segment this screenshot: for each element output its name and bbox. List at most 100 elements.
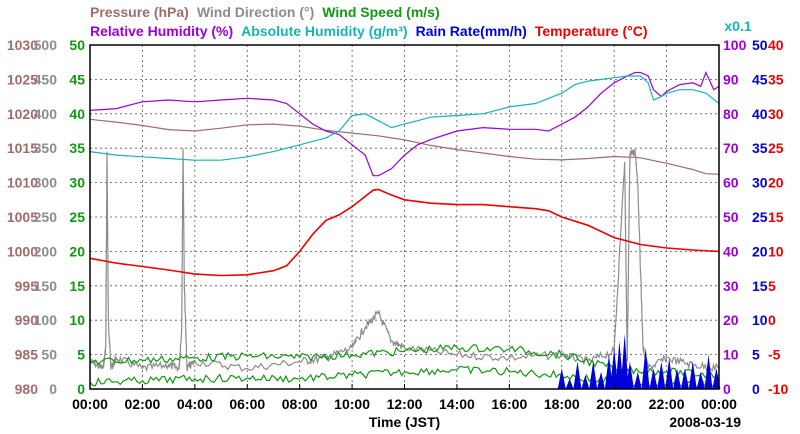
rh-tick-label: 10 (723, 347, 739, 363)
wdir-tick-label: 200 (34, 243, 58, 259)
x-axis-label: Time (JST) (369, 414, 440, 430)
temp-tick-label: 35 (768, 71, 784, 87)
temp-tick-label: -5 (768, 347, 781, 363)
wspd-tick-label: 0 (77, 381, 85, 397)
wspd-tick-label: 50 (69, 37, 85, 53)
x-tick-label: 12:00 (387, 396, 423, 412)
x-tick-label: 00:00 (72, 396, 108, 412)
y-axes: 9809859909951000100510101015102010251030… (7, 37, 789, 397)
wdir-tick-label: 450 (34, 71, 58, 87)
rain-tick-label: 5 (752, 347, 760, 363)
rh-tick-label: 100 (723, 37, 747, 53)
rain-tick-label: 15 (752, 278, 768, 294)
wspd-tick-label: 20 (69, 243, 85, 259)
rain-bar (604, 354, 613, 389)
legend-wdir: Wind Direction (°) (197, 4, 314, 20)
legend-temp: Temperature (°C) (535, 23, 648, 39)
rain-bar (688, 361, 697, 389)
rain-bar (641, 347, 650, 389)
rain-bar (696, 371, 705, 389)
series-rh (89, 70, 720, 177)
temp-tick-label: 0 (768, 312, 776, 328)
rain-tick-label: 45 (752, 71, 768, 87)
date-label: 2008-03-19 (669, 414, 741, 430)
series-wdir (89, 148, 720, 373)
wspd-tick-label: 25 (69, 209, 85, 225)
wspd-tick-label: 35 (69, 140, 85, 156)
rain-bar (680, 368, 689, 389)
x-tick-label: 02:00 (125, 396, 161, 412)
rain-bar (581, 375, 590, 389)
series-temp (89, 188, 720, 277)
x-tick-label: 08:00 (282, 396, 318, 412)
rain-bar (665, 358, 674, 389)
pressure-tick-label: 1030 (7, 37, 38, 53)
rh-tick-label: 70 (723, 140, 739, 156)
rh-tick-label: 30 (723, 278, 739, 294)
pressure-tick-label: 985 (15, 347, 39, 363)
rh-tick-label: 90 (723, 71, 739, 87)
rain-tick-label: 10 (752, 312, 768, 328)
x-tick-label: 18:00 (544, 396, 580, 412)
wdir-tick-label: 500 (34, 37, 58, 53)
x-tick-label: 06:00 (229, 396, 265, 412)
rain-bar (657, 361, 666, 389)
rain-bar (557, 368, 566, 389)
wspd-tick-label: 10 (69, 312, 85, 328)
pressure-tick-label: 1010 (7, 175, 38, 191)
wdir-tick-label: 400 (34, 106, 58, 122)
rain-tick-label: 0 (752, 381, 760, 397)
wspd-tick-label: 45 (69, 71, 85, 87)
rain-bar (620, 333, 629, 389)
rh-tick-label: 60 (723, 175, 739, 191)
rain-tick-label: 25 (752, 209, 768, 225)
series-layer (89, 70, 721, 389)
rain-bar (565, 378, 574, 389)
wdir-tick-label: 350 (34, 140, 58, 156)
x-tick-label: 14:00 (439, 396, 475, 412)
x-tick-label: 20:00 (596, 396, 632, 412)
rain-tick-label: 20 (752, 243, 768, 259)
wdir-tick-label: 250 (34, 209, 58, 225)
pressure-tick-label: 995 (15, 278, 39, 294)
rain-bar (649, 368, 658, 389)
legend-rain: Rain Rate(mm/h) (416, 23, 527, 39)
x-tick-label: 16:00 (491, 396, 527, 412)
rain-bar (625, 361, 634, 389)
pressure-tick-label: 1015 (7, 140, 38, 156)
legend-wspd: Wind Speed (m/s) (322, 4, 439, 20)
rain-bar (589, 361, 598, 389)
rain-bar (597, 371, 606, 389)
wdir-tick-label: 50 (41, 347, 57, 363)
rh-tick-label: 40 (723, 243, 739, 259)
x-tick-label: 22:00 (649, 396, 685, 412)
rh-tick-label: 80 (723, 106, 739, 122)
rain-tick-label: 50 (752, 37, 768, 53)
x-tick-label: 04:00 (177, 396, 213, 412)
wdir-tick-label: 100 (34, 312, 58, 328)
wdir-tick-label: 300 (34, 175, 58, 191)
x-tick-label: 00:00 (701, 396, 737, 412)
temp-tick-label: 25 (768, 140, 784, 156)
rain-bar (673, 368, 682, 389)
series-ah (89, 75, 720, 161)
rain-bar (704, 354, 713, 389)
temp-tick-label: 20 (768, 175, 784, 191)
pressure-tick-label: 980 (15, 381, 39, 397)
x-axis: 00:00 02:00 04:00 06:00 08:00 10:00 12:00 14:00… (72, 384, 737, 412)
temp-tick-label: 5 (768, 278, 776, 294)
pressure-tick-label: 1000 (7, 243, 38, 259)
rain-bar (610, 347, 619, 389)
temp-tick-label: -10 (768, 381, 788, 397)
wdir-tick-label: 150 (34, 278, 58, 294)
wspd-tick-label: 40 (69, 106, 85, 122)
rain-bar (615, 340, 624, 389)
rain-bar (573, 361, 582, 389)
pressure-tick-label: 1005 (7, 209, 38, 225)
pressure-tick-label: 1025 (7, 71, 38, 87)
wspd-tick-label: 15 (69, 278, 85, 294)
rain-scale-note: x0.1 (724, 18, 751, 34)
rh-tick-label: 0 (723, 381, 731, 397)
rh-tick-label: 50 (723, 209, 739, 225)
